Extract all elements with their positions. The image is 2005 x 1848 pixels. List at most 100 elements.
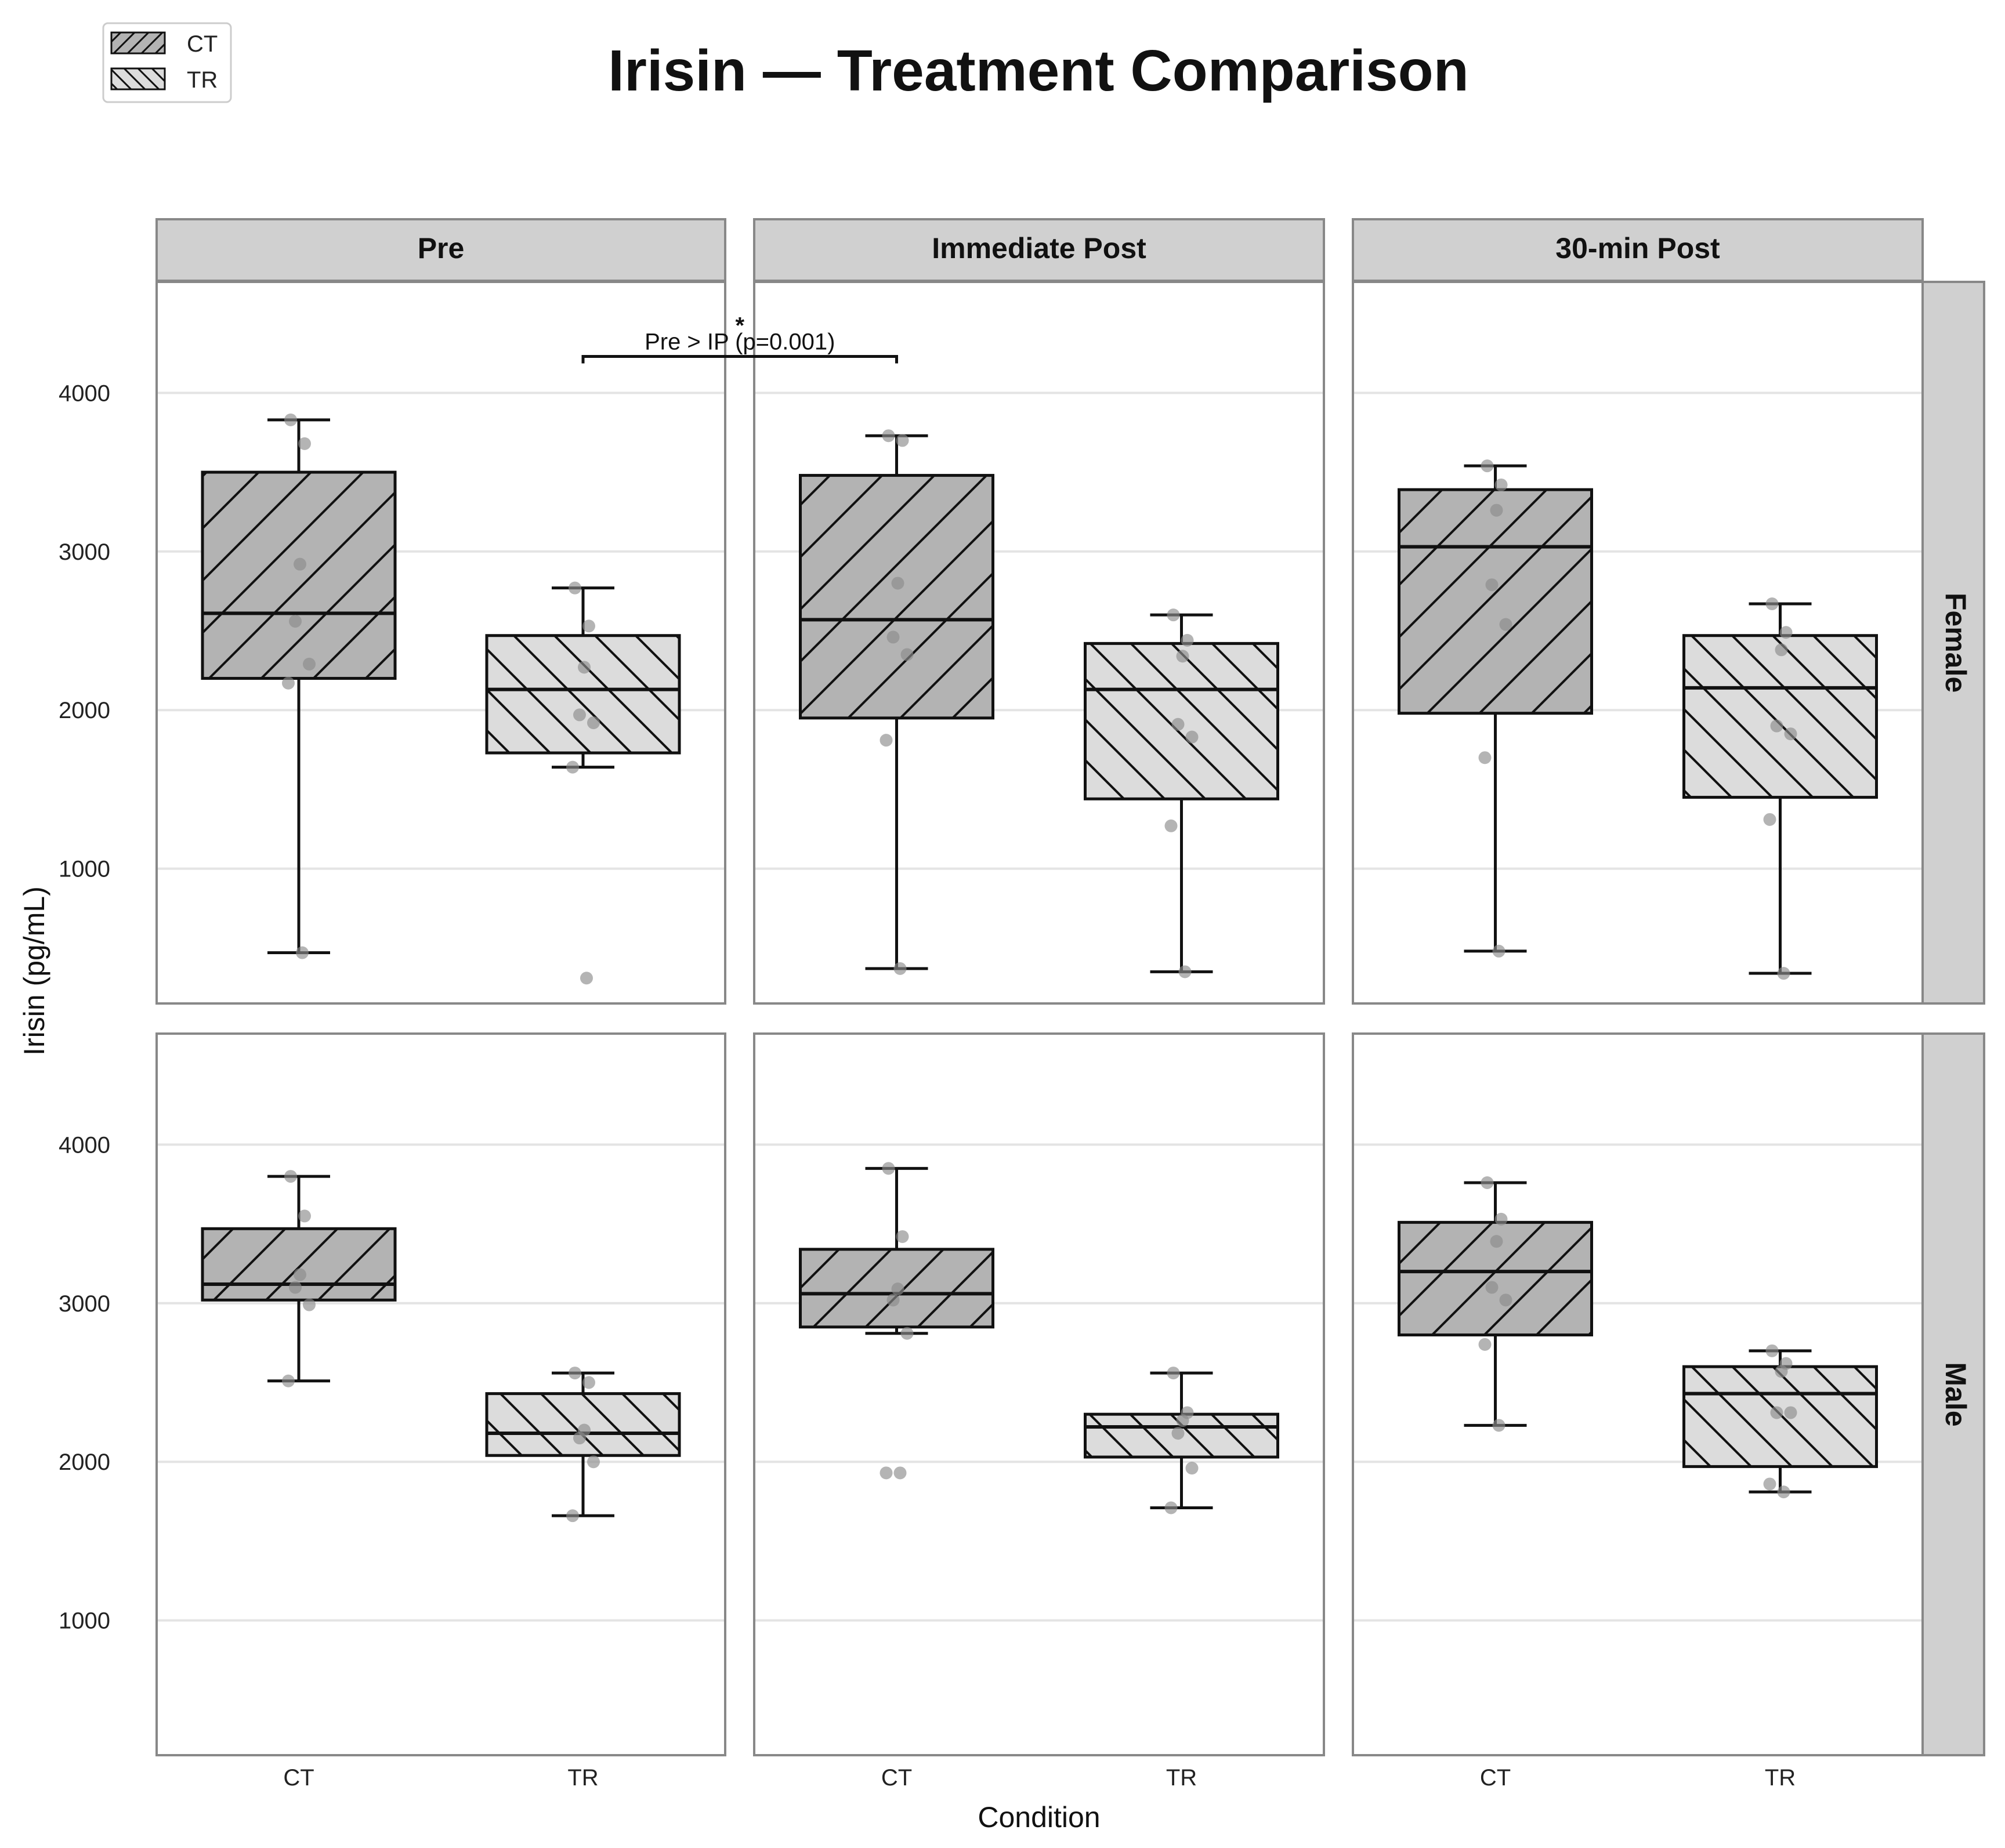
data-point [582,619,595,633]
data-point [284,413,297,426]
data-point [298,1209,311,1223]
panel-female-pre [155,281,726,1005]
data-point [880,1466,893,1480]
box-tr-female-immediate-post [1084,608,1279,979]
panel-frame [1352,281,1924,1005]
legend-label-ct: CT [187,31,218,57]
data-point [1164,1501,1178,1514]
iqr-box [799,474,994,720]
data-point [569,581,581,595]
data-point [882,1162,895,1175]
x-axis-label: Condition [978,1801,1100,1833]
data-point [893,962,907,975]
data-point [1181,633,1194,647]
data-point [587,1455,600,1469]
data-point [1765,597,1779,611]
data-point [882,429,895,443]
data-point [1775,643,1788,657]
data-point [282,676,295,690]
data-point [573,1432,586,1445]
panel-female-immediate-post [753,281,1325,1005]
panel-frame [1352,1032,1924,1756]
x-tick-label-immediate-post-ct: CT [881,1765,912,1791]
iqr-box [485,634,681,755]
data-point [891,1282,904,1296]
data-point [1178,965,1192,979]
data-point [900,648,914,661]
data-point [1492,1419,1505,1432]
y-tick-label-female-1000: 1000 [59,857,110,882]
data-point [1490,1235,1503,1248]
panel-frame [753,1032,1325,1756]
strip-30-min-post [1352,218,1924,282]
data-point [298,437,311,450]
data-point [1176,1414,1189,1427]
data-point [896,434,909,447]
strip-label-female: Female [1939,593,1972,693]
data-point [580,972,593,985]
box-tr-female-pre [485,581,681,985]
panel-background [754,1034,1324,1755]
data-point [1770,719,1783,733]
data-point [566,1509,579,1523]
box-tr-female-30-min-post [1682,597,1878,980]
data-point [284,1170,297,1183]
legend: CT TR [102,22,232,103]
data-point [1499,618,1512,631]
y-tick-label-male-4000: 4000 [59,1132,110,1158]
iqr-box [1398,488,1593,715]
legend-swatch-ct [110,31,166,55]
column-strips: Pre Immediate Post 30-min Post [155,218,1924,282]
data-point [289,1281,302,1294]
significance-star: * [735,313,744,339]
strip-male [1921,1032,1985,1756]
data-point [1167,1367,1180,1380]
data-point [1481,1176,1494,1190]
y-tick-label-female-2000: 2000 [59,698,110,723]
y-tick-label-male-1000: 1000 [59,1608,110,1634]
panel-male-immediate-post [753,1032,1325,1756]
strip-immediate-post [753,218,1325,282]
y-tick-label-male-2000: 2000 [59,1450,110,1475]
data-point [1485,1281,1499,1294]
box-tr-male-immediate-post [1084,1367,1279,1514]
data-point [573,708,586,722]
data-point [1763,813,1776,826]
data-point [886,631,900,644]
strip-pre [155,218,726,282]
legend-label-tr: TR [187,67,218,93]
data-point [1765,1344,1779,1357]
data-point [1176,650,1189,663]
data-point [891,577,904,590]
box-ct-female-30-min-post [1398,459,1593,958]
data-point [1499,1293,1512,1307]
strip-label-immediate-post: Immediate Post [932,232,1146,264]
x-tick-label-pre-tr: TR [567,1765,598,1791]
chart-title: Irisin — Treatment Comparison [608,38,1469,103]
data-point [1478,751,1492,764]
data-point [1784,727,1797,741]
x-tick-label-30-min-post-ct: CT [1480,1765,1511,1791]
legend-swatch-tr [110,67,166,90]
row-strips: Female Male [1921,281,1985,1756]
strip-label-male: Male [1939,1362,1972,1426]
x-tick-label-30-min-post-tr: TR [1765,1765,1796,1791]
panel-male-pre [155,1032,726,1756]
data-point [578,661,591,674]
box-ct-female-immediate-post [799,429,994,975]
strip-label-30-min-post: 30-min Post [1555,232,1720,264]
y-axis-label: Irisin (pg/mL) [18,886,50,1056]
data-point [1777,1485,1790,1499]
data-point [1777,967,1790,980]
data-point [296,946,309,959]
data-point [1490,503,1503,517]
y-tick-label-female-3000: 3000 [59,539,110,565]
data-point [1171,718,1185,731]
significance-annotation: Pre > IP (p=0.001) * [581,313,898,364]
data-point [1763,1477,1776,1491]
data-point [582,1376,595,1389]
box-ct-female-pre [201,413,397,959]
x-tick-label-pre-ct: CT [283,1765,314,1791]
data-point [900,1327,914,1340]
